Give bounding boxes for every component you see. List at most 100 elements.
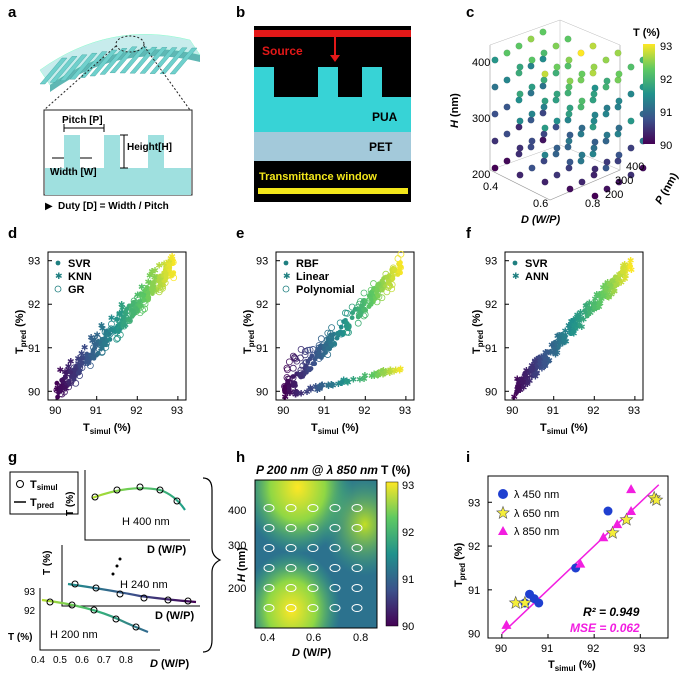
linear-point: ✱ [324, 380, 332, 390]
svr-point [519, 376, 525, 382]
polynomial-point [315, 344, 323, 352]
pet-layer [254, 132, 411, 161]
h-colorbar [385, 481, 399, 627]
ann-point: ✱ [619, 261, 627, 271]
svr-point [553, 347, 559, 353]
grid-point [540, 157, 548, 165]
svr-point [55, 394, 60, 400]
knn-point: ✱ [54, 383, 62, 393]
ann-point: ✱ [572, 314, 580, 324]
x-axis-label: Tsimul (%) [540, 422, 588, 436]
simul-point [46, 598, 54, 606]
svr-point [582, 308, 588, 313]
svr-point [79, 356, 85, 362]
gr-point [148, 285, 156, 293]
y-tick-label: 91 [256, 343, 268, 355]
grid-point [565, 137, 573, 145]
ann-point: ✱ [533, 360, 541, 370]
grid-point [589, 42, 597, 50]
grid-point [627, 63, 635, 71]
ann-point: ✱ [531, 356, 539, 366]
svr-point [568, 321, 574, 327]
knn-point: ✱ [153, 273, 161, 283]
grid-point [565, 83, 573, 91]
grid-point [539, 55, 547, 63]
h-xtick-0.6: 0.6 [306, 632, 321, 644]
linear-point: ✱ [319, 380, 327, 390]
svr-point [68, 369, 74, 375]
ann-point: ✱ [523, 376, 531, 386]
x-tick-label: 93 [628, 405, 640, 417]
sample-marker [307, 524, 319, 532]
grid-point [566, 131, 574, 139]
knn-point: ✱ [155, 260, 163, 270]
linear-point: ✱ [292, 390, 300, 400]
grid-point [553, 171, 561, 179]
grid-point [627, 171, 635, 179]
x-tick-label: 90 [495, 643, 507, 655]
grid-point [552, 69, 560, 77]
simul-point [71, 580, 79, 588]
lambda650-point [517, 595, 532, 609]
knn-point: ✱ [77, 356, 85, 366]
grid-point [627, 90, 635, 98]
lambda650-point [649, 492, 664, 506]
gr-point [155, 284, 163, 291]
c-ylabel: H (nm) [449, 93, 461, 128]
knn-point: ✱ [145, 286, 153, 296]
rbf-point [328, 338, 333, 344]
simul-point [184, 597, 192, 605]
ann-point: ✱ [591, 294, 599, 304]
ann-point: ✱ [533, 354, 541, 364]
panel-c: 400 300 200 H (nm) 0.4 0.6 0.8 D (W/P) 4… [449, 19, 681, 226]
grid-point [516, 117, 524, 125]
ann-point: ✱ [562, 336, 570, 346]
svr-point [602, 291, 608, 297]
ann-point: ✱ [531, 357, 539, 367]
sample-marker [285, 564, 297, 572]
grid-point [527, 143, 535, 151]
grid-point [589, 69, 597, 77]
polynomial-point [360, 298, 368, 305]
grid-point [590, 171, 598, 179]
ann-point: ✱ [572, 315, 580, 325]
polynomial-point [360, 289, 368, 297]
source-label: Source [262, 44, 303, 58]
ann-point: ✱ [627, 255, 635, 265]
polynomial-point [306, 346, 314, 354]
x-tick-label: 92 [358, 405, 370, 417]
ann-point: ✱ [543, 348, 551, 358]
ann-point: ✱ [611, 287, 619, 297]
y-tick-label: 92 [28, 299, 40, 311]
ann-point: ✱ [606, 286, 614, 296]
gr-point [114, 334, 122, 342]
grating-3d-illustration [39, 34, 201, 111]
linear-point: ✱ [375, 368, 383, 378]
knn-point: ✱ [165, 260, 173, 270]
ann-point: ✱ [519, 377, 527, 387]
g-mid-xlabel: D (W/P) [155, 610, 194, 622]
ann-point: ✱ [617, 277, 625, 287]
linear-point: ✱ [360, 374, 368, 384]
sample-marker [329, 524, 341, 532]
polynomial-point [348, 303, 356, 311]
ann-point: ✱ [535, 353, 543, 363]
linear-point: ✱ [396, 365, 404, 375]
panel-i-scatter: 90 91 92 93 91 92 93 90 Tsimul (%) Tpred (%) λ 450… [453, 475, 669, 673]
svr-point [561, 336, 567, 342]
grid-point [516, 90, 524, 98]
h-cbar-91: 91 [402, 574, 414, 586]
ann-point: ✱ [533, 368, 541, 378]
ann-point: ✱ [595, 302, 603, 312]
legend-label: λ 650 nm [514, 508, 559, 520]
ann-point: ✱ [601, 280, 609, 290]
grid-point [541, 124, 549, 132]
svr-point [524, 377, 529, 383]
sample-marker [329, 564, 341, 572]
ann-point: ✱ [574, 310, 582, 320]
svr-point [627, 264, 633, 270]
h-ytick-300: 300 [228, 540, 246, 552]
duty-formula: Duty [D] = Width / Pitch [58, 201, 169, 212]
linear-point: ✱ [328, 380, 336, 390]
linear-point: ✱ [282, 392, 290, 402]
